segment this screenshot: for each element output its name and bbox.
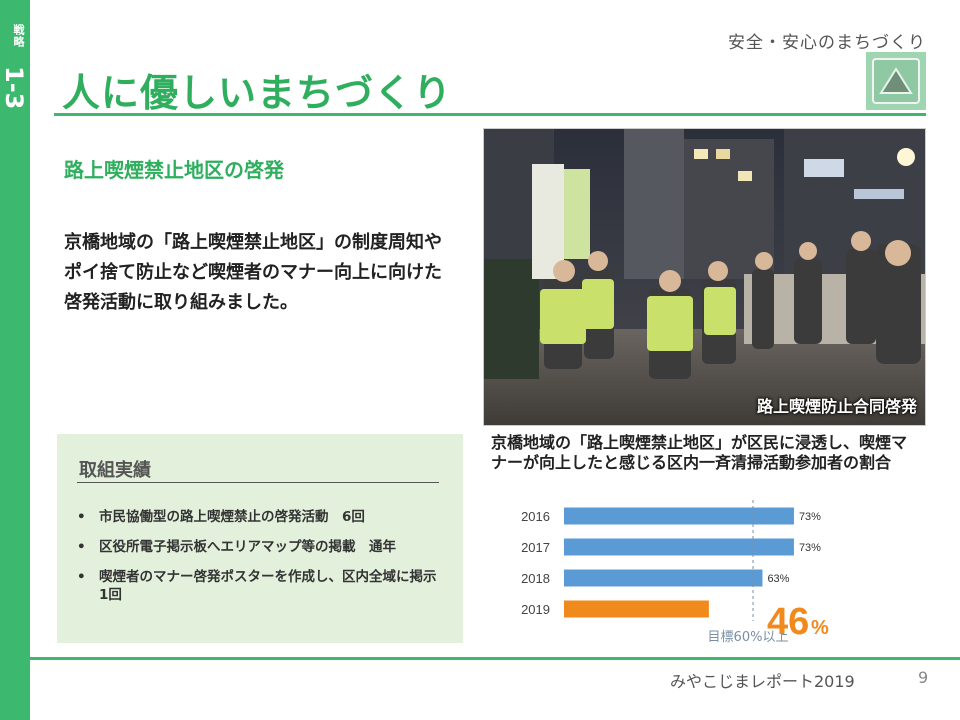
data-label: 73%: [799, 511, 821, 523]
results-list: 市民協働型の路上喫煙禁止の啓発活動 6回 区役所電子掲示板へエリアマップ等の掲載…: [77, 508, 457, 616]
highlight-value: 46: [767, 601, 809, 643]
list-item: 区役所電子掲示板へエリアマップ等の掲載 通年: [77, 538, 457, 556]
bar: [564, 538, 794, 556]
page-title: 人に優しいまちづくり: [62, 71, 453, 115]
photo-caption: 路上喫煙防止合同啓発: [756, 397, 917, 416]
data-label: 63%: [767, 573, 789, 585]
category-label: 2017: [521, 540, 550, 555]
category-label: 2019: [521, 602, 550, 617]
results-panel: 取組実績 市民協働型の路上喫煙禁止の啓発活動 6回 区役所電子掲示板へエリアマッ…: [57, 434, 463, 643]
data-label: 73%: [799, 542, 821, 554]
chart-title: 京橋地域の「路上喫煙禁止地区」が区民に浸透し、喫煙マナーが向上したと感じる区内一…: [491, 433, 908, 472]
category-label: 2018: [521, 571, 550, 586]
category-label: 2016: [521, 509, 550, 524]
footer-report-name: みやこじまレポート2019: [670, 672, 855, 691]
highlight-unit: %: [811, 617, 829, 639]
night-street-photo-image: [484, 129, 925, 425]
section-body: 京橋地域の「路上喫煙禁止地区」の制度周知やポイ捨て防止など喫煙者のマナー向上に向…: [64, 232, 442, 313]
page-number: 9: [918, 668, 929, 687]
section-subtitle: 路上喫煙禁止地区の啓発: [64, 158, 284, 182]
emblem: [866, 52, 926, 110]
results-divider: [77, 482, 439, 483]
topic-label: 安全・安心のまちづくり: [728, 33, 926, 53]
sidebar-category: 戦略: [12, 24, 25, 48]
sidebar-number: 1-3: [0, 66, 28, 110]
triangle-emblem-icon: [872, 58, 920, 104]
bar-chart: 2016 73% 2017 73% 2018 63% 2019 目標60%以上 46%: [486, 470, 846, 660]
footer-divider: [30, 657, 960, 660]
list-item: 市民協働型の路上喫煙禁止の啓発活動 6回: [77, 508, 457, 526]
results-heading: 取組実績: [79, 460, 151, 481]
list-item: 喫煙者のマナー啓発ポスターを作成し、区内全域に掲示 1回: [77, 568, 457, 604]
title-divider: [54, 113, 926, 116]
bar: [564, 507, 794, 525]
target-label: 目標60%以上: [708, 630, 789, 645]
bar: [564, 569, 763, 587]
sidebar: 戦略 1-3: [0, 0, 30, 720]
bar: [564, 600, 709, 618]
activity-photo: 路上喫煙防止合同啓発: [483, 128, 926, 426]
